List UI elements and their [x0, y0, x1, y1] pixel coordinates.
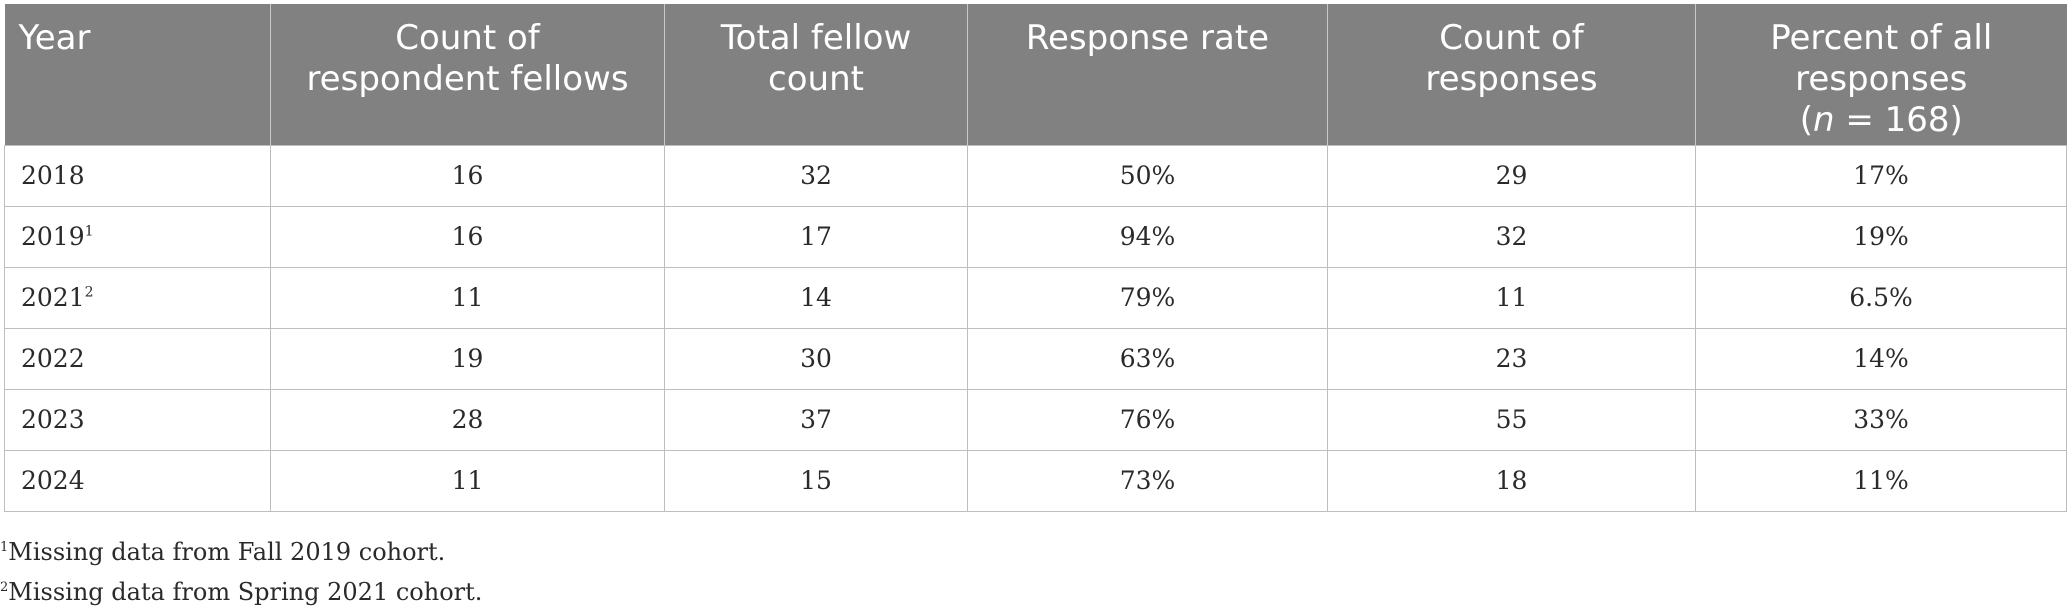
- cell-year: 20191: [4, 205, 271, 268]
- footnote-2-mark: 2: [0, 580, 9, 595]
- cell-total: 15: [664, 449, 968, 512]
- cell-rate: 50%: [967, 144, 1328, 207]
- header-respondent-fellows: Count of respondent fellows: [270, 4, 665, 145]
- cell-total: 30: [664, 327, 968, 390]
- cell-responses: 29: [1327, 144, 1696, 207]
- header-respondent-line2: respondent fellows: [306, 59, 629, 99]
- table-header-row: Year Count of respondent fellows Total f…: [4, 4, 2067, 145]
- year-value: 2021: [21, 283, 85, 312]
- year-value: 2019: [21, 222, 85, 251]
- header-year: Year: [4, 4, 271, 145]
- header-total-line1: Total fellow: [720, 18, 912, 58]
- cell-total: 32: [664, 144, 968, 207]
- header-percent-n-var: n: [1812, 100, 1835, 140]
- cell-responses: 23: [1327, 327, 1696, 390]
- header-count-of-responses: Count of responses: [1327, 4, 1696, 145]
- footnote-mark: 1: [84, 223, 94, 240]
- table-row: 2024 11 15 73% 18 11%: [4, 449, 2067, 512]
- table-row: 20191 16 17 94% 32 19%: [4, 205, 2067, 268]
- header-respondent-line1: Count of: [395, 18, 540, 58]
- footnote-1: 1Missing data from Fall 2019 cohort.: [0, 532, 482, 572]
- table-row: 2023 28 37 76% 55 33%: [4, 388, 2067, 451]
- header-responses-line2: responses: [1425, 59, 1598, 99]
- cell-rate: 63%: [967, 327, 1328, 390]
- cell-year: 2022: [4, 327, 271, 390]
- cell-rate: 76%: [967, 388, 1328, 451]
- header-percent-line1: Percent of all: [1770, 18, 1993, 58]
- header-percent-n-rest: = 168): [1834, 100, 1963, 140]
- header-percent-n-open: (: [1799, 100, 1813, 140]
- cell-responses: 55: [1327, 388, 1696, 451]
- cell-percent: 17%: [1695, 144, 2067, 207]
- year-value: 2023: [21, 405, 85, 434]
- cell-responses: 18: [1327, 449, 1696, 512]
- cell-respondents: 28: [270, 388, 665, 451]
- cell-responses: 11: [1327, 266, 1696, 329]
- header-total-fellow-count: Total fellow count: [664, 4, 968, 145]
- cell-percent: 19%: [1695, 205, 2067, 268]
- data-table-container: Year Count of respondent fellows Total f…: [4, 4, 2067, 512]
- footnote-mark: 2: [84, 284, 94, 301]
- year-value: 2018: [21, 161, 85, 190]
- footnote-2: 2Missing data from Spring 2021 cohort.: [0, 572, 482, 612]
- cell-year: 2024: [4, 449, 271, 512]
- cell-total: 17: [664, 205, 968, 268]
- cell-percent: 14%: [1695, 327, 2067, 390]
- cell-rate: 79%: [967, 266, 1328, 329]
- header-percent-line2: responses: [1795, 59, 1968, 99]
- header-year-label: Year: [18, 18, 91, 58]
- header-total-line2: count: [768, 59, 864, 99]
- footnote-1-mark: 1: [0, 540, 9, 555]
- cell-respondents: 16: [270, 205, 665, 268]
- cell-respondents: 11: [270, 449, 665, 512]
- cell-responses: 32: [1327, 205, 1696, 268]
- header-response-rate: Response rate: [967, 4, 1328, 145]
- cell-year: 2018: [4, 144, 271, 207]
- cell-percent: 33%: [1695, 388, 2067, 451]
- cell-total: 37: [664, 388, 968, 451]
- table-row: 20212 11 14 79% 11 6.5%: [4, 266, 2067, 329]
- table-row: 2018 16 32 50% 29 17%: [4, 144, 2067, 207]
- cell-rate: 73%: [967, 449, 1328, 512]
- cell-rate: 94%: [967, 205, 1328, 268]
- cell-respondents: 16: [270, 144, 665, 207]
- table-row: 2022 19 30 63% 23 14%: [4, 327, 2067, 390]
- cell-respondents: 19: [270, 327, 665, 390]
- cell-respondents: 11: [270, 266, 665, 329]
- year-value: 2022: [21, 344, 85, 373]
- cell-percent: 6.5%: [1695, 266, 2067, 329]
- header-responses-line1: Count of: [1439, 18, 1584, 58]
- header-rate-label: Response rate: [1025, 18, 1270, 58]
- cell-total: 14: [664, 266, 968, 329]
- header-percent-of-responses: Percent of all responses (n = 168): [1695, 4, 2067, 145]
- cell-year: 2023: [4, 388, 271, 451]
- cell-percent: 11%: [1695, 449, 2067, 512]
- footnote-1-text: Missing data from Fall 2019 cohort.: [8, 538, 446, 566]
- response-table: Year Count of respondent fellows Total f…: [4, 4, 2067, 512]
- footnote-2-text: Missing data from Spring 2021 cohort.: [8, 578, 483, 606]
- table-footnotes: 1Missing data from Fall 2019 cohort. 2Mi…: [0, 532, 482, 612]
- year-value: 2024: [21, 466, 85, 495]
- cell-year: 20212: [4, 266, 271, 329]
